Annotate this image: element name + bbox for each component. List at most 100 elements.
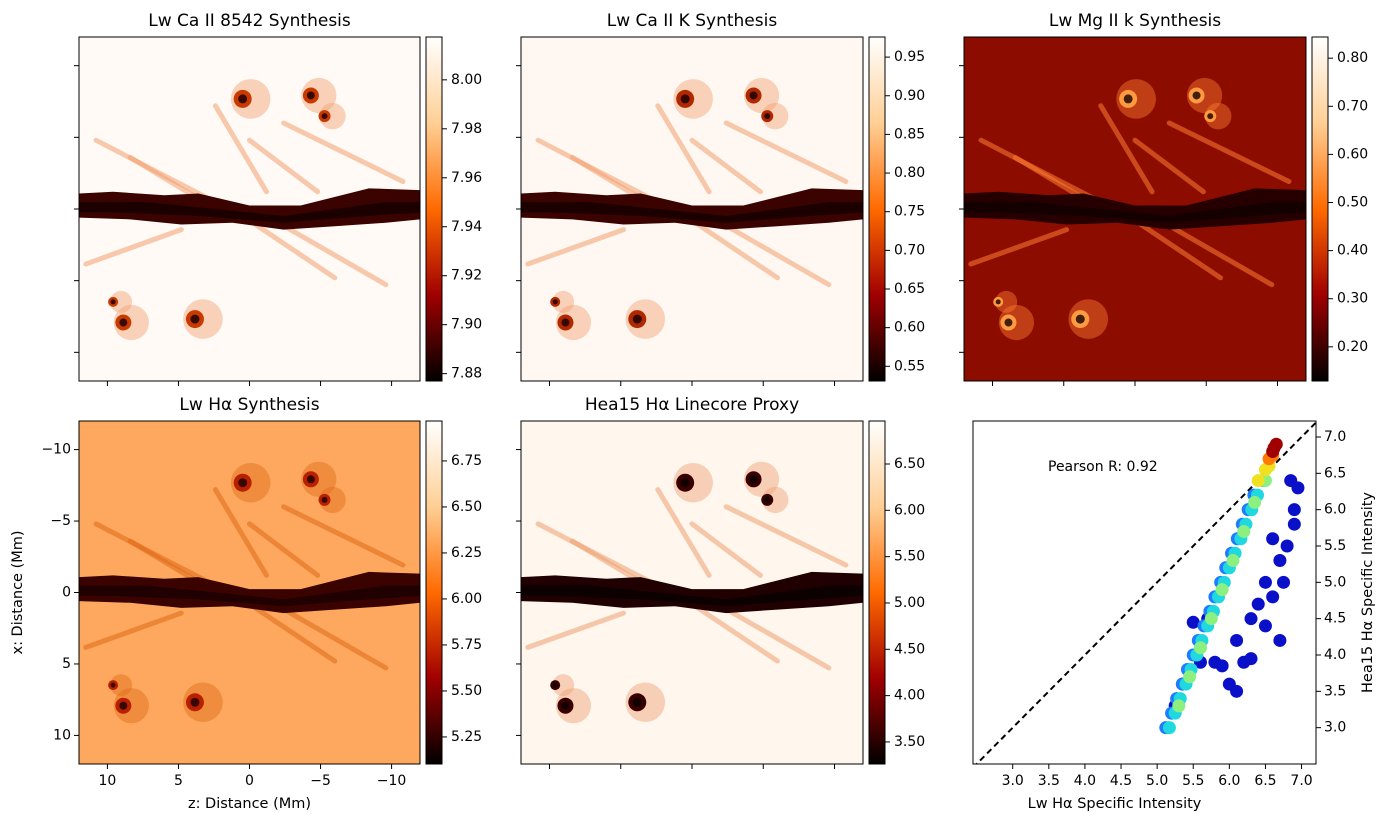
streak (525, 610, 627, 650)
blob-halo (762, 486, 789, 514)
x-tick-label: −5 (310, 773, 331, 789)
x-tick-label: 3.5 (1038, 773, 1060, 789)
panel-title: Lw Ca II K Synthesis (607, 11, 778, 31)
colorbar-tick-label: 6.50 (451, 499, 482, 515)
blob-halo (110, 674, 133, 697)
streak (569, 538, 644, 585)
y-tick-label: −10 (41, 442, 71, 458)
colorbar-tick-label: 7.96 (451, 170, 482, 186)
point (1226, 554, 1240, 568)
panel-title: Lw Ca II 8542 Synthesis (148, 11, 351, 31)
x-tick-label: −10 (377, 773, 407, 789)
x-tick-label: 4.0 (1074, 773, 1096, 789)
panel-title: Lw Mg II k Synthesis (1049, 11, 1221, 31)
streak (247, 521, 321, 578)
panel-title: Lw Hα Synthesis (179, 395, 319, 415)
point (1237, 524, 1251, 538)
colorbar-tick-label: 7.90 (451, 317, 482, 333)
colorbar-tick-label: 8.00 (451, 72, 482, 88)
point (1244, 652, 1258, 666)
blob-core (119, 318, 128, 327)
y-tick-label: 5 (62, 656, 71, 672)
streak (281, 120, 406, 184)
x-tick-label: 5.0 (1146, 773, 1168, 789)
streak (1132, 137, 1206, 195)
point (1269, 437, 1283, 451)
colorbar-tick-label: 6.50 (894, 456, 925, 472)
streak (127, 538, 201, 585)
point (1251, 474, 1265, 488)
blob-core (552, 299, 558, 305)
colorbar-tick-label: 5.00 (894, 595, 925, 611)
point (1215, 659, 1229, 673)
colorbar-tick-label: 4.50 (894, 641, 925, 657)
streak (689, 137, 763, 195)
streak (655, 487, 712, 578)
axes-frame (972, 420, 1317, 765)
blob-core (680, 478, 690, 488)
point (1193, 641, 1207, 655)
streak (212, 103, 270, 195)
blob-core (764, 496, 771, 503)
image (521, 421, 863, 764)
blob-core (238, 478, 248, 488)
band (79, 188, 420, 230)
identity-line (975, 421, 1316, 764)
image (79, 37, 420, 381)
point (1266, 532, 1280, 546)
y-tick-label: 3.5 (1324, 683, 1346, 699)
colorbar-tick-label: 0.60 (1337, 146, 1368, 162)
blob-core (561, 701, 570, 710)
x-tick-label: 4.5 (1110, 773, 1132, 789)
band (521, 188, 863, 230)
point (1162, 721, 1176, 735)
colorbar-tick-label: 0.30 (1337, 291, 1368, 307)
point (1284, 474, 1298, 488)
colorbar (425, 36, 443, 382)
streak (212, 487, 270, 578)
x-tick-label: 5.5 (1182, 773, 1204, 789)
blob-halo (555, 688, 592, 724)
blob-halo (319, 486, 346, 514)
colorbar-tick-label: 6.00 (894, 502, 925, 518)
streak (655, 103, 712, 195)
colorbar-tick-label: 0.70 (1337, 98, 1368, 114)
streak (525, 227, 627, 267)
point (1273, 554, 1287, 568)
y-tick-label: 6.0 (1324, 502, 1346, 518)
blob-core (552, 682, 558, 688)
blob-core (632, 697, 642, 707)
x-tick-label: 7.0 (1290, 773, 1312, 789)
point (1266, 590, 1280, 604)
y-tick-label: 10 (53, 727, 71, 743)
y-tick-label: 4.5 (1324, 611, 1346, 627)
colorbar-tick-label: 0.95 (894, 49, 925, 65)
blob-halo (743, 77, 780, 114)
point (1172, 699, 1186, 713)
colorbar-tick-label: 0.70 (894, 242, 925, 258)
blob-core (110, 299, 116, 305)
streak (689, 521, 763, 578)
image (79, 421, 420, 764)
band-core (79, 202, 420, 223)
colorbar-tick-label: 6.00 (451, 591, 482, 607)
x-tick-label: 6.5 (1254, 773, 1276, 789)
x-tick-label: 6.0 (1218, 773, 1240, 789)
streak (281, 504, 406, 568)
colorbar (868, 36, 886, 382)
image (521, 37, 863, 381)
point (1258, 575, 1272, 589)
band-core (964, 202, 1306, 223)
colorbar-tick-label: 3.50 (894, 734, 925, 750)
streak (1098, 103, 1155, 195)
colorbar-tick-label: 0.80 (1337, 50, 1368, 66)
y-tick-label: 5.0 (1324, 574, 1346, 590)
streak (1166, 120, 1292, 184)
x-axis-label: z: Distance (Mm) (188, 796, 311, 812)
colorbar-tick-label: 0.55 (894, 358, 925, 374)
streak (83, 610, 184, 650)
blob-core (995, 299, 1001, 305)
band-core (79, 585, 420, 607)
colorbar-tick-label: 5.50 (451, 683, 482, 699)
y-axis-label: Hea15 Hα Specific Intensity (1360, 492, 1376, 693)
